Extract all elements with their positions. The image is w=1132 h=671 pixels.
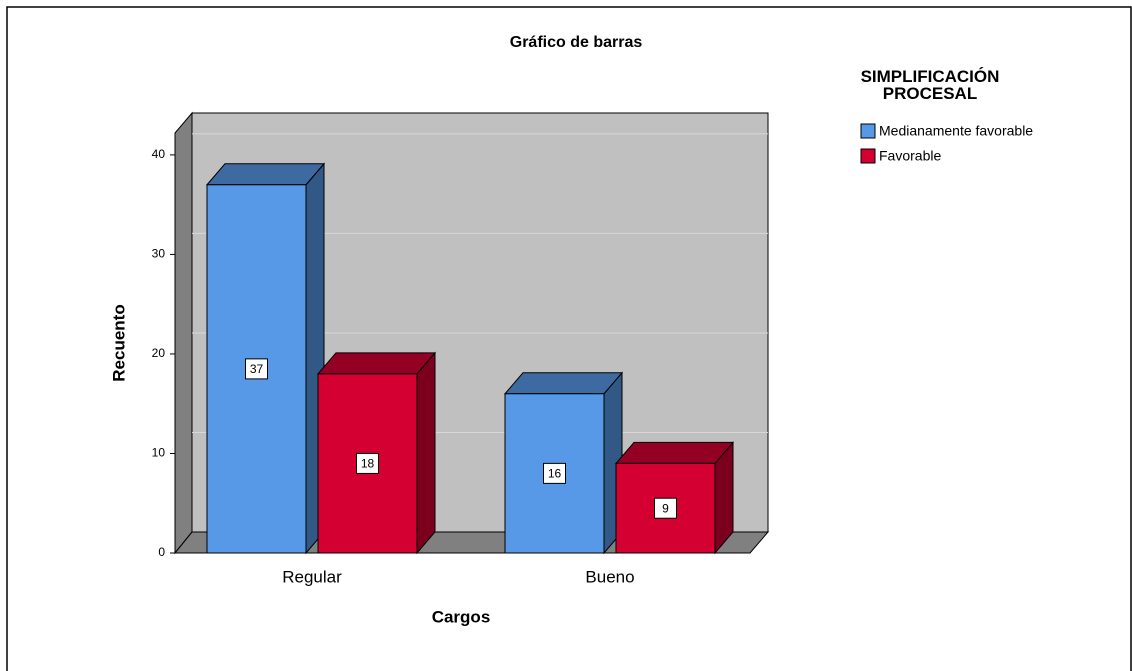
legend-label: Medianamente favorable xyxy=(879,123,1033,139)
chart-title: Gráfico de barras xyxy=(510,34,643,51)
value-label: 9 xyxy=(662,501,669,515)
y-tick-label: 40 xyxy=(152,147,166,161)
x-tick-label: Bueno xyxy=(585,567,634,586)
y-tick-label: 0 xyxy=(158,545,165,559)
bar xyxy=(205,162,326,555)
bar-side xyxy=(416,351,436,555)
value-label: 37 xyxy=(250,362,264,376)
value-label-box xyxy=(245,358,268,380)
legend-title: SIMPLIFICACIÓN PROCESAL xyxy=(860,67,1000,103)
legend-swatch xyxy=(860,123,876,139)
y-tick-label: 30 xyxy=(152,247,166,261)
bar xyxy=(316,351,437,555)
value-label: 18 xyxy=(361,457,375,471)
frame xyxy=(6,6,1132,671)
bar-top xyxy=(503,372,624,395)
x-tick-label: Regular xyxy=(282,567,342,586)
legend-label: Favorable xyxy=(879,148,941,164)
bar-top xyxy=(316,352,437,375)
bar-top xyxy=(614,441,735,464)
y-tick-label: 20 xyxy=(152,346,166,360)
y-tick-label: 10 xyxy=(152,446,166,460)
value-label-box xyxy=(543,462,566,484)
value-label: 16 xyxy=(548,467,562,481)
x-axis-label: Cargos xyxy=(432,607,491,626)
legend-swatch xyxy=(860,148,876,164)
y-axis-label: Recuento xyxy=(109,304,128,381)
left-wall xyxy=(174,111,193,555)
value-label-box xyxy=(654,497,677,519)
bar-top xyxy=(205,163,326,186)
value-label-box xyxy=(356,452,379,474)
